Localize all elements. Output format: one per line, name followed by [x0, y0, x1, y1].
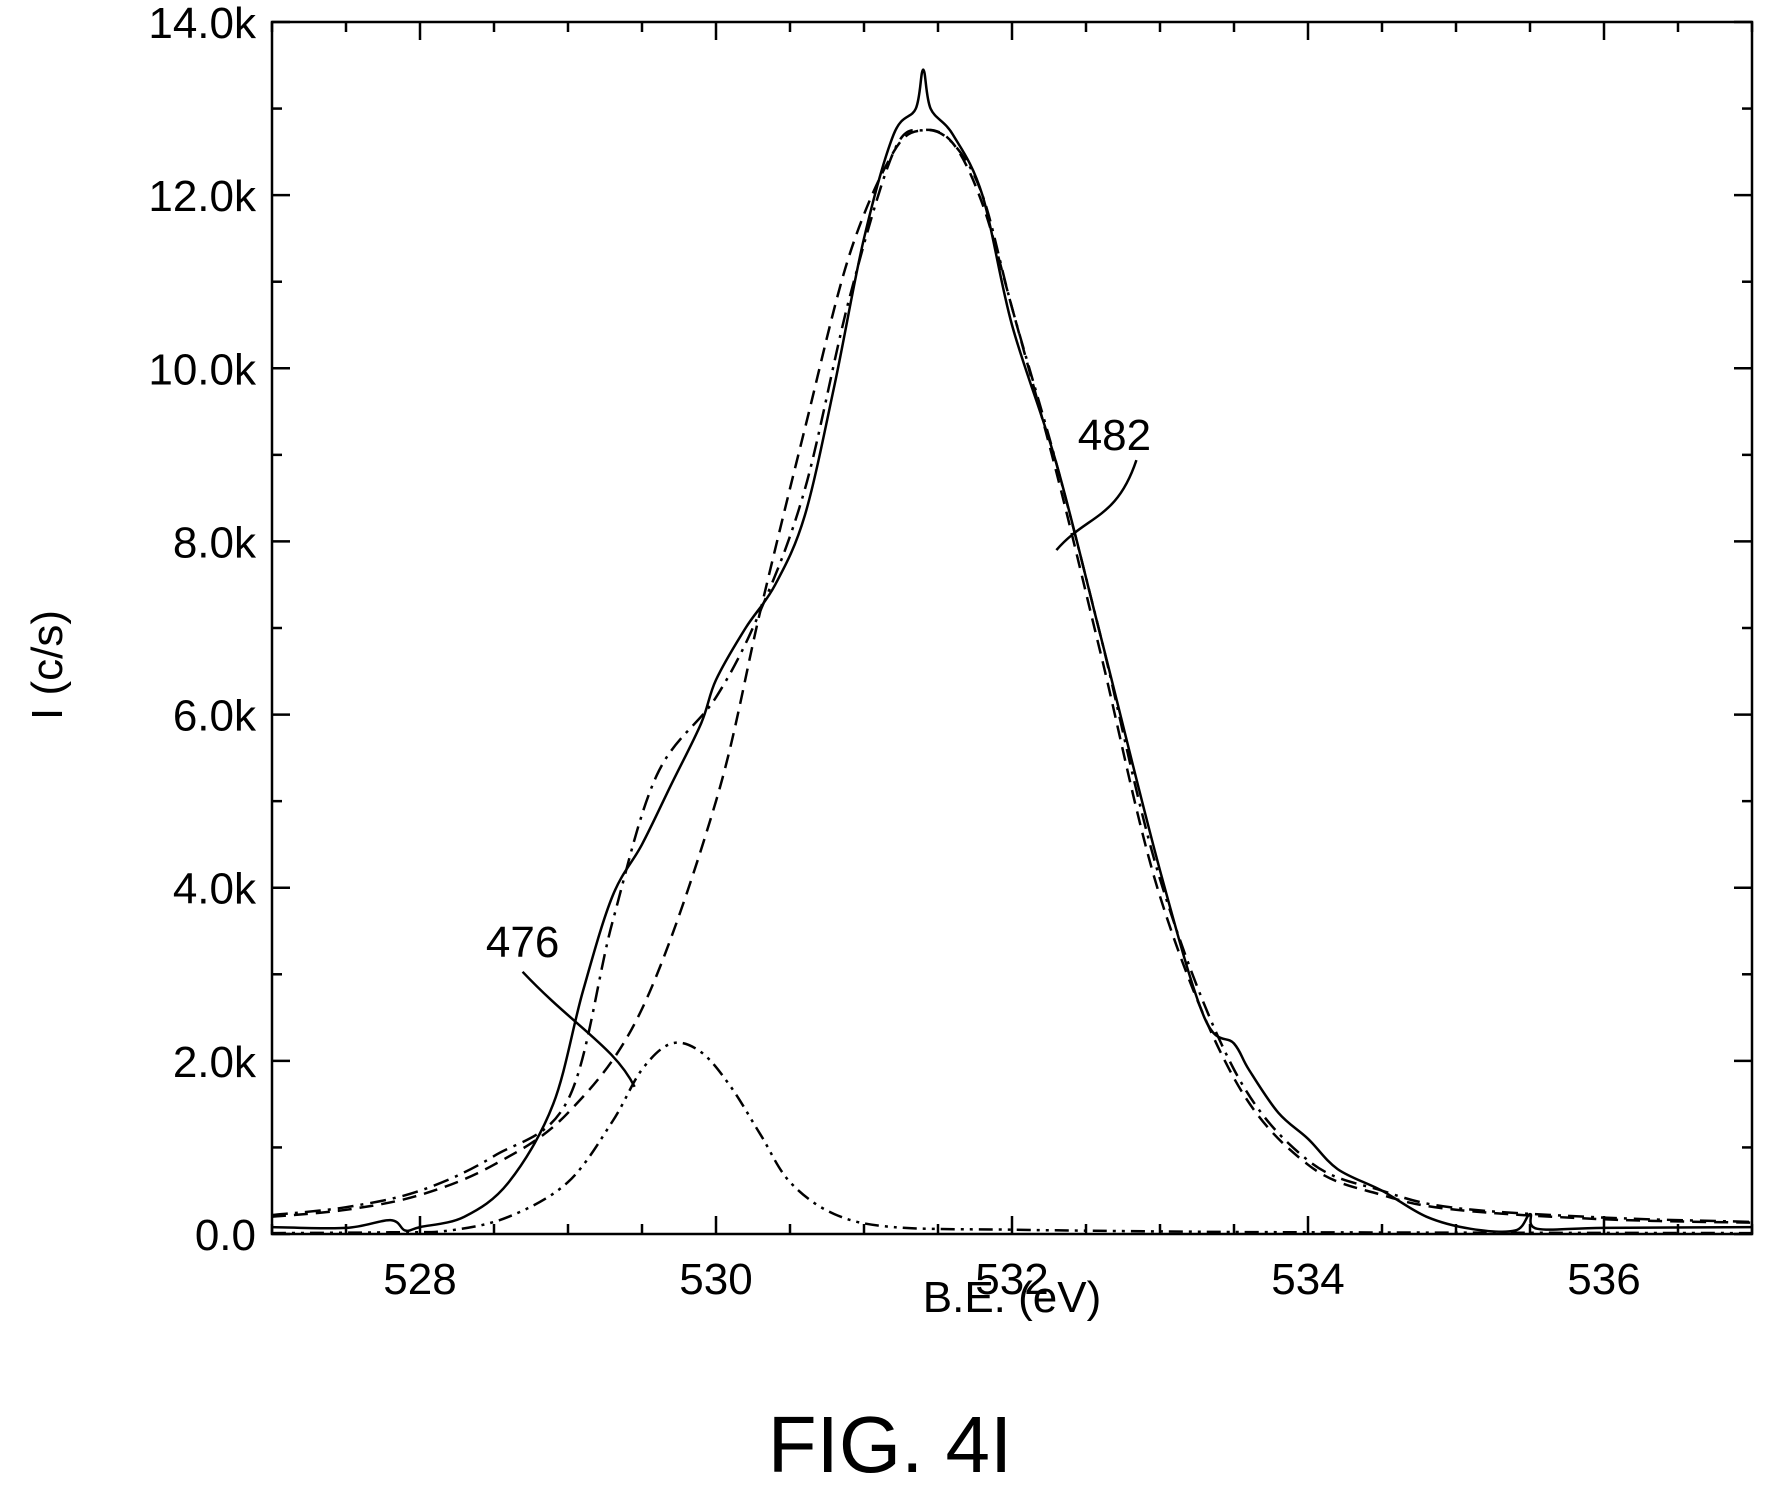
tick-labels-layer: 528 530 532 534 536 0.0 2.0k 4.0k 6.0k 8.0k 10.0k 1… — [148, 0, 1640, 1304]
annotation-label: 476 — [486, 918, 559, 967]
x-tick-label: 536 — [1567, 1255, 1640, 1304]
y-tick-label: 14.0k — [148, 0, 257, 48]
y-tick-label: 8.0k — [173, 518, 257, 567]
plot-frame — [270, 20, 1754, 1236]
y-tick-label: 2.0k — [173, 1038, 257, 1087]
annotation-leader-line — [521, 970, 636, 1088]
figure-label: FIG. 4I — [768, 1400, 1013, 1489]
ticks-layer — [270, 20, 1754, 1236]
series-line-solid — [272, 68, 1752, 1233]
series-line-dashed — [272, 128, 1752, 1224]
x-tick-label: 534 — [1271, 1255, 1344, 1304]
y-tick-label: 10.0k — [148, 345, 257, 394]
series-line-dash-dot-dot — [272, 1041, 1752, 1234]
annotation-leader-line — [1055, 459, 1138, 551]
series-layer — [272, 68, 1752, 1234]
y-axis-title: I (c/s) — [23, 610, 72, 720]
x-axis-title: B.E. (eV) — [923, 1273, 1102, 1322]
y-tick-label: 0.0 — [195, 1211, 256, 1260]
y-tick-label: 6.0k — [173, 692, 257, 741]
x-tick-label: 530 — [679, 1255, 752, 1304]
annotations-layer: 476 482 — [486, 411, 1151, 1088]
x-tick-label: 532 — [975, 1255, 1048, 1304]
y-tick-label: 4.0k — [173, 865, 257, 914]
annotation-label: 482 — [1078, 411, 1151, 460]
y-tick-label: 12.0k — [148, 172, 257, 221]
series-line-dash-dot — [272, 128, 1752, 1224]
x-tick-label: 528 — [383, 1255, 456, 1304]
